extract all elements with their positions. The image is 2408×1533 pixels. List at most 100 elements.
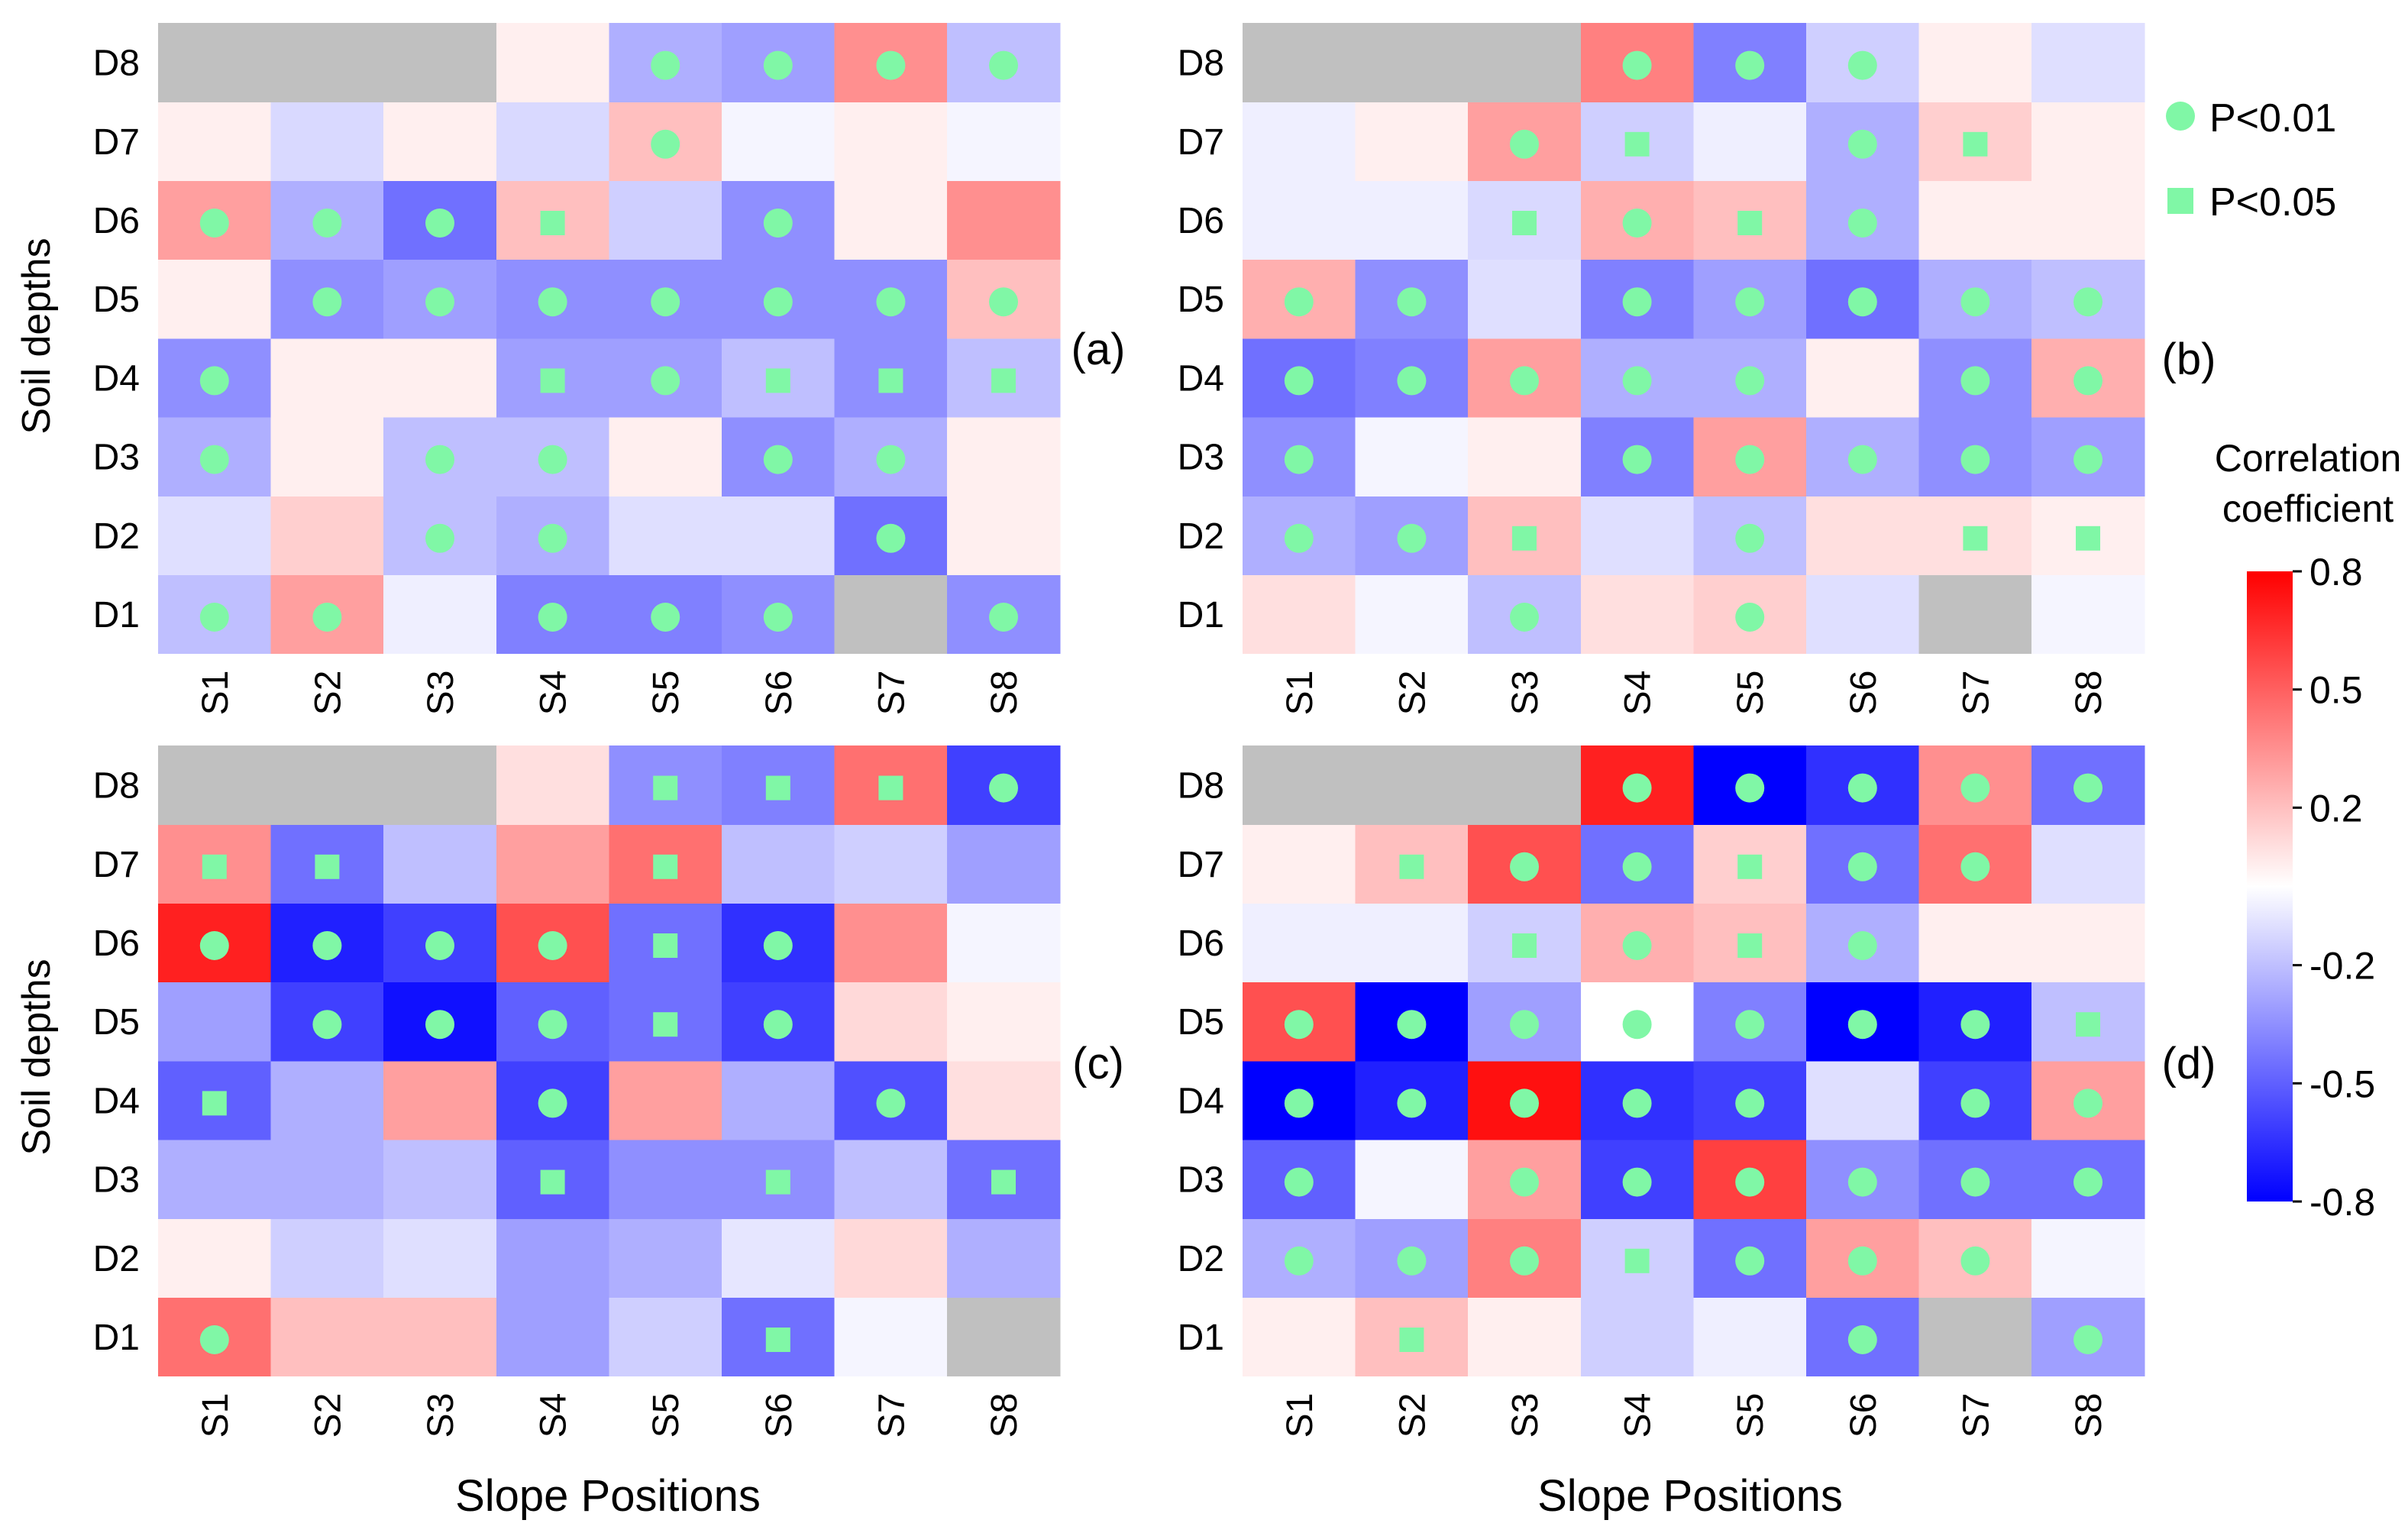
significance-marker-p001 [1510, 1246, 1539, 1276]
legend-label-p005: P<0.05 [2209, 180, 2336, 225]
x-tick-label: S6 [759, 1393, 800, 1438]
significance-marker-p001 [1735, 445, 1765, 474]
heatmap-cell-D7-S8 [947, 824, 1061, 904]
significance-marker-p001 [538, 523, 567, 553]
significance-marker-p001 [1735, 523, 1765, 553]
heatmap-cell-D2-S4 [1580, 496, 1694, 575]
heatmap-cell-D5-S8 [947, 982, 1061, 1062]
significance-marker-p001 [1735, 1167, 1765, 1197]
significance-marker-p005 [1737, 933, 1763, 958]
significance-marker-p001 [1397, 1010, 1427, 1040]
significance-marker-p001 [1397, 287, 1427, 317]
significance-marker-p001 [651, 287, 680, 317]
heatmap-cell-D7-S6 [722, 102, 836, 181]
panel-label-a: (a) [1071, 325, 1126, 374]
colorbar-tick-label: 0.8 [2309, 551, 2363, 593]
y-tick-label: D5 [1178, 1002, 1224, 1043]
x-tick-label: S6 [1844, 671, 1884, 716]
heatmap-cell-D8-S4 [496, 23, 609, 102]
significance-marker-p001 [1622, 209, 1652, 238]
significance-marker-p001 [1735, 1246, 1765, 1276]
heatmap-cell-D7-S3 [383, 824, 497, 904]
x-tick-label: S3 [1505, 671, 1546, 716]
x-tick-label: S7 [1956, 671, 1996, 716]
significance-marker-p005 [1512, 211, 1537, 235]
heatmap-cell-D7-S7 [834, 824, 948, 904]
significance-marker-p005 [991, 1169, 1016, 1195]
significance-marker-p001 [1510, 603, 1539, 632]
heatmap-cell-D6-S5 [609, 180, 722, 260]
heatmap-cell-D3-S2 [1355, 417, 1469, 496]
heatmap-cell-D1-S7 [834, 1297, 948, 1377]
heatmap-cell-D7-S1 [158, 102, 272, 181]
x-tick-label: S3 [1505, 1393, 1546, 1438]
heatmap-cell-D7-S8 [2031, 824, 2145, 904]
significance-marker-p005 [202, 1091, 227, 1116]
significance-marker-p001 [1960, 445, 1990, 474]
x-axis-title-left: Slope Positions [455, 1471, 761, 1521]
heatmap-cell-D7-S7 [834, 102, 948, 181]
significance-marker-p001 [199, 931, 229, 960]
heatmap-cell-D8-S3 [1468, 23, 1582, 102]
significance-marker-p005 [2076, 526, 2100, 551]
significance-marker-p001 [1397, 1246, 1427, 1276]
x-tick-label: S1 [196, 671, 236, 716]
heatmap-cell-D2-S1 [158, 1218, 272, 1298]
significance-marker-p001 [1735, 1010, 1765, 1040]
significance-marker-p001 [1622, 1088, 1652, 1118]
significance-marker-p001 [1847, 1010, 1877, 1040]
significance-marker-p001 [876, 1088, 906, 1118]
heatmap-cell-D6-S7 [1918, 180, 2032, 260]
heatmap-panel-a: D1 D2 D3 D4 D5 D6 D7 D8 S1 S2 S3 S4 S5 S6 S7 S8 [93, 23, 1061, 715]
y-tick-label: D5 [1178, 280, 1224, 320]
significance-marker-p001 [199, 209, 229, 238]
significance-marker-p005 [540, 368, 565, 393]
y-tick-label: D7 [1178, 845, 1224, 885]
significance-marker-p001 [199, 445, 229, 474]
heatmap-cell-D8-S2 [1355, 745, 1469, 825]
significance-marker-p001 [1960, 773, 1990, 803]
significance-marker-p001 [199, 366, 229, 396]
heatmap-cell-D7-S8 [947, 102, 1061, 181]
heatmap-cell-D7-S8 [2031, 102, 2145, 181]
heatmap-cell-D2-S4 [496, 1218, 609, 1298]
heatmap-cell-D1-S2 [270, 1297, 384, 1377]
significance-marker-p001 [538, 931, 567, 960]
heatmap-cell-D2-S5 [609, 496, 722, 575]
significance-marker-p005 [1963, 526, 1988, 551]
significance-marker-p001 [1397, 366, 1427, 396]
y-tick-label: D3 [1178, 1160, 1224, 1201]
heatmap-cell-D3-S7 [834, 1140, 948, 1219]
heatmap-cell-D8-S1 [158, 745, 272, 825]
heatmap-cell-D4-S6 [722, 1060, 836, 1140]
significance-marker-p005 [878, 775, 903, 800]
significance-legend: P<0.01 P<0.05 [2166, 96, 2336, 225]
significance-marker-p001 [989, 603, 1018, 632]
heatmap-cell-D6-S7 [834, 180, 948, 260]
significance-marker-p001 [1960, 366, 1990, 396]
significance-marker-p001 [1735, 603, 1765, 632]
significance-marker-p001 [763, 445, 793, 474]
y-tick-label: D7 [93, 122, 140, 163]
heatmap-cell-D8-S3 [383, 745, 497, 825]
heatmap-cell-D4-S2 [270, 338, 384, 418]
x-tick-label: S6 [759, 671, 800, 716]
significance-marker-p001 [876, 287, 906, 317]
heatmap-cell-D1-S1 [1243, 574, 1356, 655]
significance-marker-p001 [1847, 50, 1877, 80]
significance-marker-p001 [763, 209, 793, 238]
heatmap-cell-D3-S3 [383, 1140, 497, 1219]
y-tick-label: D4 [93, 1081, 140, 1121]
heatmap-cell-D1-S4 [1580, 574, 1694, 655]
x-tick-label: S5 [646, 1393, 687, 1438]
significance-marker-p005 [1624, 131, 1650, 157]
significance-marker-p001 [651, 603, 680, 632]
significance-marker-p001 [1284, 1010, 1314, 1040]
significance-marker-p001 [1622, 445, 1652, 474]
significance-marker-p005 [765, 1328, 790, 1352]
y-tick-label: D4 [93, 358, 140, 399]
significance-marker-p001 [538, 1010, 567, 1040]
significance-marker-p001 [1510, 1088, 1539, 1118]
heatmap-cell-D3-S1 [158, 1140, 272, 1219]
significance-marker-p001 [1960, 1088, 1990, 1118]
